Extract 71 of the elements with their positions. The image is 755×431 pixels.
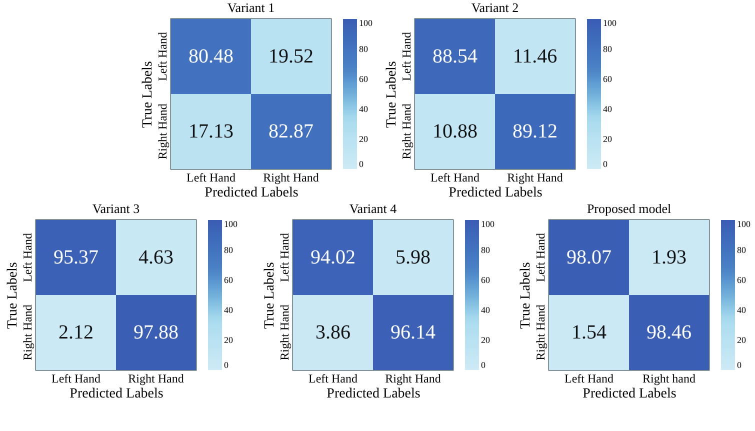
y-axis-title: True Labels [518, 262, 534, 329]
color-bar-label: 40 [737, 305, 746, 315]
color-bar-label: 80 [480, 245, 490, 255]
color-bar-label: 20 [602, 134, 612, 144]
color-bar-label: 60 [737, 275, 746, 285]
y-axis-title: True Labels [262, 262, 277, 329]
color-bar-label: 20 [358, 134, 368, 144]
x-axis-title: Predicted Labels [204, 186, 298, 200]
x-axis-title: Predicted Labels [326, 386, 420, 402]
data-label: 17.13 [188, 120, 233, 142]
x-tick-label: Left Hand [430, 170, 479, 184]
color-bar-label: 60 [358, 74, 368, 84]
color-bar-label: 40 [358, 104, 368, 114]
data-label: 82.87 [268, 120, 313, 142]
y-axis-title: True Labels [6, 262, 20, 329]
color-bar-label: 40 [224, 305, 234, 315]
color-bar-label: 0 [480, 360, 486, 370]
color-bar-label: 20 [224, 335, 234, 345]
color-bar-label: 100 [358, 18, 372, 28]
chart-title: Variant 2 [470, 0, 518, 15]
color-bar-label: 100 [602, 18, 616, 28]
color-bar-label: 0 [602, 159, 608, 169]
data-label: 98.07 [566, 246, 612, 268]
chart-title: Variant 4 [348, 201, 397, 216]
x-axis-title: Predicted Labels [582, 386, 676, 402]
color-bar-label: 0 [358, 159, 364, 169]
color-bar-label: 60 [224, 275, 234, 285]
data-label: 5.98 [395, 246, 430, 268]
y-axis-title: True Labels [140, 61, 155, 128]
chart-title: Variant 1 [226, 0, 274, 15]
x-tick-label: Right hand [642, 372, 696, 386]
data-label: 89.12 [512, 120, 557, 142]
y-axis-title: True Labels [384, 61, 399, 128]
chart-title: Proposed model [586, 201, 672, 216]
data-label: 1.93 [652, 246, 686, 268]
color-bar-label: 100 [737, 219, 751, 229]
color-bar-label: 20 [737, 335, 746, 345]
color-bar-label: 0 [224, 360, 229, 370]
data-label: 10.88 [432, 120, 477, 142]
chart-title: Variant 3 [92, 201, 140, 216]
color-bar-label: 100 [480, 219, 494, 229]
data-label: 4.63 [138, 246, 174, 268]
data-label: 11.46 [512, 46, 557, 68]
color-bar-label: 60 [480, 275, 490, 285]
color-bar-label: 80 [358, 44, 368, 54]
data-label: 1.54 [572, 322, 606, 344]
color-bar-label: 80 [602, 44, 612, 54]
data-label: 98.46 [646, 322, 692, 344]
x-axis-title: Predicted Labels [448, 186, 542, 200]
color-bar-label: 80 [224, 245, 234, 255]
color-bar-label: 80 [737, 245, 746, 255]
data-label: 97.88 [134, 322, 178, 344]
x-axis-title: Predicted Labels [70, 386, 164, 402]
data-label: 88.54 [432, 46, 477, 68]
x-tick-label: Left Hand [308, 372, 357, 386]
x-tick-label: Left Hand [564, 372, 614, 386]
data-label: 80.48 [188, 46, 233, 68]
color-bar-label: 40 [480, 305, 490, 315]
data-label: 2.12 [58, 322, 94, 344]
color-bar-label: 60 [602, 74, 612, 84]
data-label: 95.37 [54, 246, 98, 268]
x-tick-label: Left Hand [52, 372, 100, 386]
color-bar-label: 20 [480, 335, 490, 345]
color-bar-label: 40 [602, 104, 612, 114]
data-label: 94.02 [310, 246, 355, 268]
color-bar-label: 0 [737, 360, 742, 370]
data-label: 19.52 [268, 46, 313, 68]
color-bar-label: 100 [224, 219, 238, 229]
x-tick-label: Left Hand [186, 170, 235, 184]
data-label: 3.86 [315, 322, 350, 344]
data-label: 96.14 [390, 322, 435, 344]
